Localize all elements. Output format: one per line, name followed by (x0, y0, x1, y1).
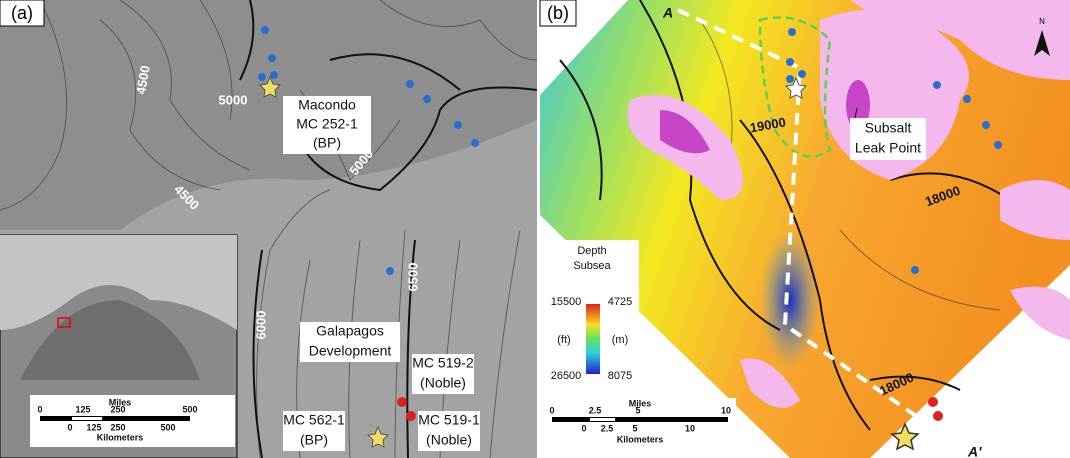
scale-tick: 5 (635, 405, 640, 415)
callout: MC 562-1 (283, 412, 345, 428)
panel-a: Miles 0 125 250 500 0 125 250 500 Kilome… (0, 0, 537, 458)
legend-title: Depth (577, 245, 606, 257)
legend-tick: 8075 (608, 370, 632, 382)
scale-tick: 500 (182, 404, 197, 414)
scale-tick: 2.5 (601, 423, 614, 433)
callout: Subsalt (865, 120, 912, 136)
section-end: A (662, 5, 673, 21)
scale-tick: 250 (110, 404, 125, 414)
scale-tick: 125 (75, 404, 90, 414)
scale-tick: 250 (110, 422, 125, 432)
legend-title: Subsea (573, 260, 611, 272)
scale-tick: 0 (37, 404, 42, 414)
scale-title: Kilometers (97, 432, 144, 442)
callout: (BP) (300, 432, 328, 448)
contour-label: 5000 (219, 92, 248, 107)
legend-tick: 4725 (608, 296, 632, 308)
figure: Miles 0 125 250 500 0 125 250 500 Kilome… (0, 0, 1070, 458)
callout: MC 519-1 (418, 412, 480, 428)
section-end: A' (967, 444, 982, 458)
scale-title: Kilometers (617, 434, 664, 444)
legend-tick: 15500 (551, 296, 582, 308)
scale-tick: 500 (160, 422, 175, 432)
scale-tick: 0 (549, 405, 554, 415)
scale-tick: 2.5 (589, 405, 602, 415)
contour-label: 6000 (253, 311, 268, 340)
callout: Development (309, 343, 392, 359)
callout: (Noble) (420, 375, 466, 391)
callout: Galapagos (316, 323, 384, 339)
scale-tick: 0 (581, 423, 586, 433)
callout: MC 519-2 (412, 355, 474, 371)
panel-b: A A' N 19000 18000 18000 Subsalt Leak Po… (539, 0, 1070, 458)
callout: Macondo (298, 97, 356, 113)
callout: (Noble) (426, 432, 472, 448)
scale-tick: 0 (67, 422, 72, 432)
scale-tick: 10 (721, 405, 731, 415)
scale-tick: 10 (685, 423, 695, 433)
callout: (BP) (313, 135, 341, 151)
legend-tick: 26500 (551, 370, 582, 382)
scale-tick: 5 (632, 423, 637, 433)
legend-unit: (m) (612, 334, 629, 346)
scale-tick: 125 (86, 422, 101, 432)
contour-label: 6500 (405, 263, 420, 292)
panel-label: (a) (11, 3, 33, 23)
callout: MC 252-1 (296, 116, 358, 132)
north-arrow: N (1039, 17, 1045, 26)
panel-label: (b) (547, 3, 569, 23)
legend-unit: (ft) (557, 334, 570, 346)
callout: Leak Point (855, 140, 921, 156)
